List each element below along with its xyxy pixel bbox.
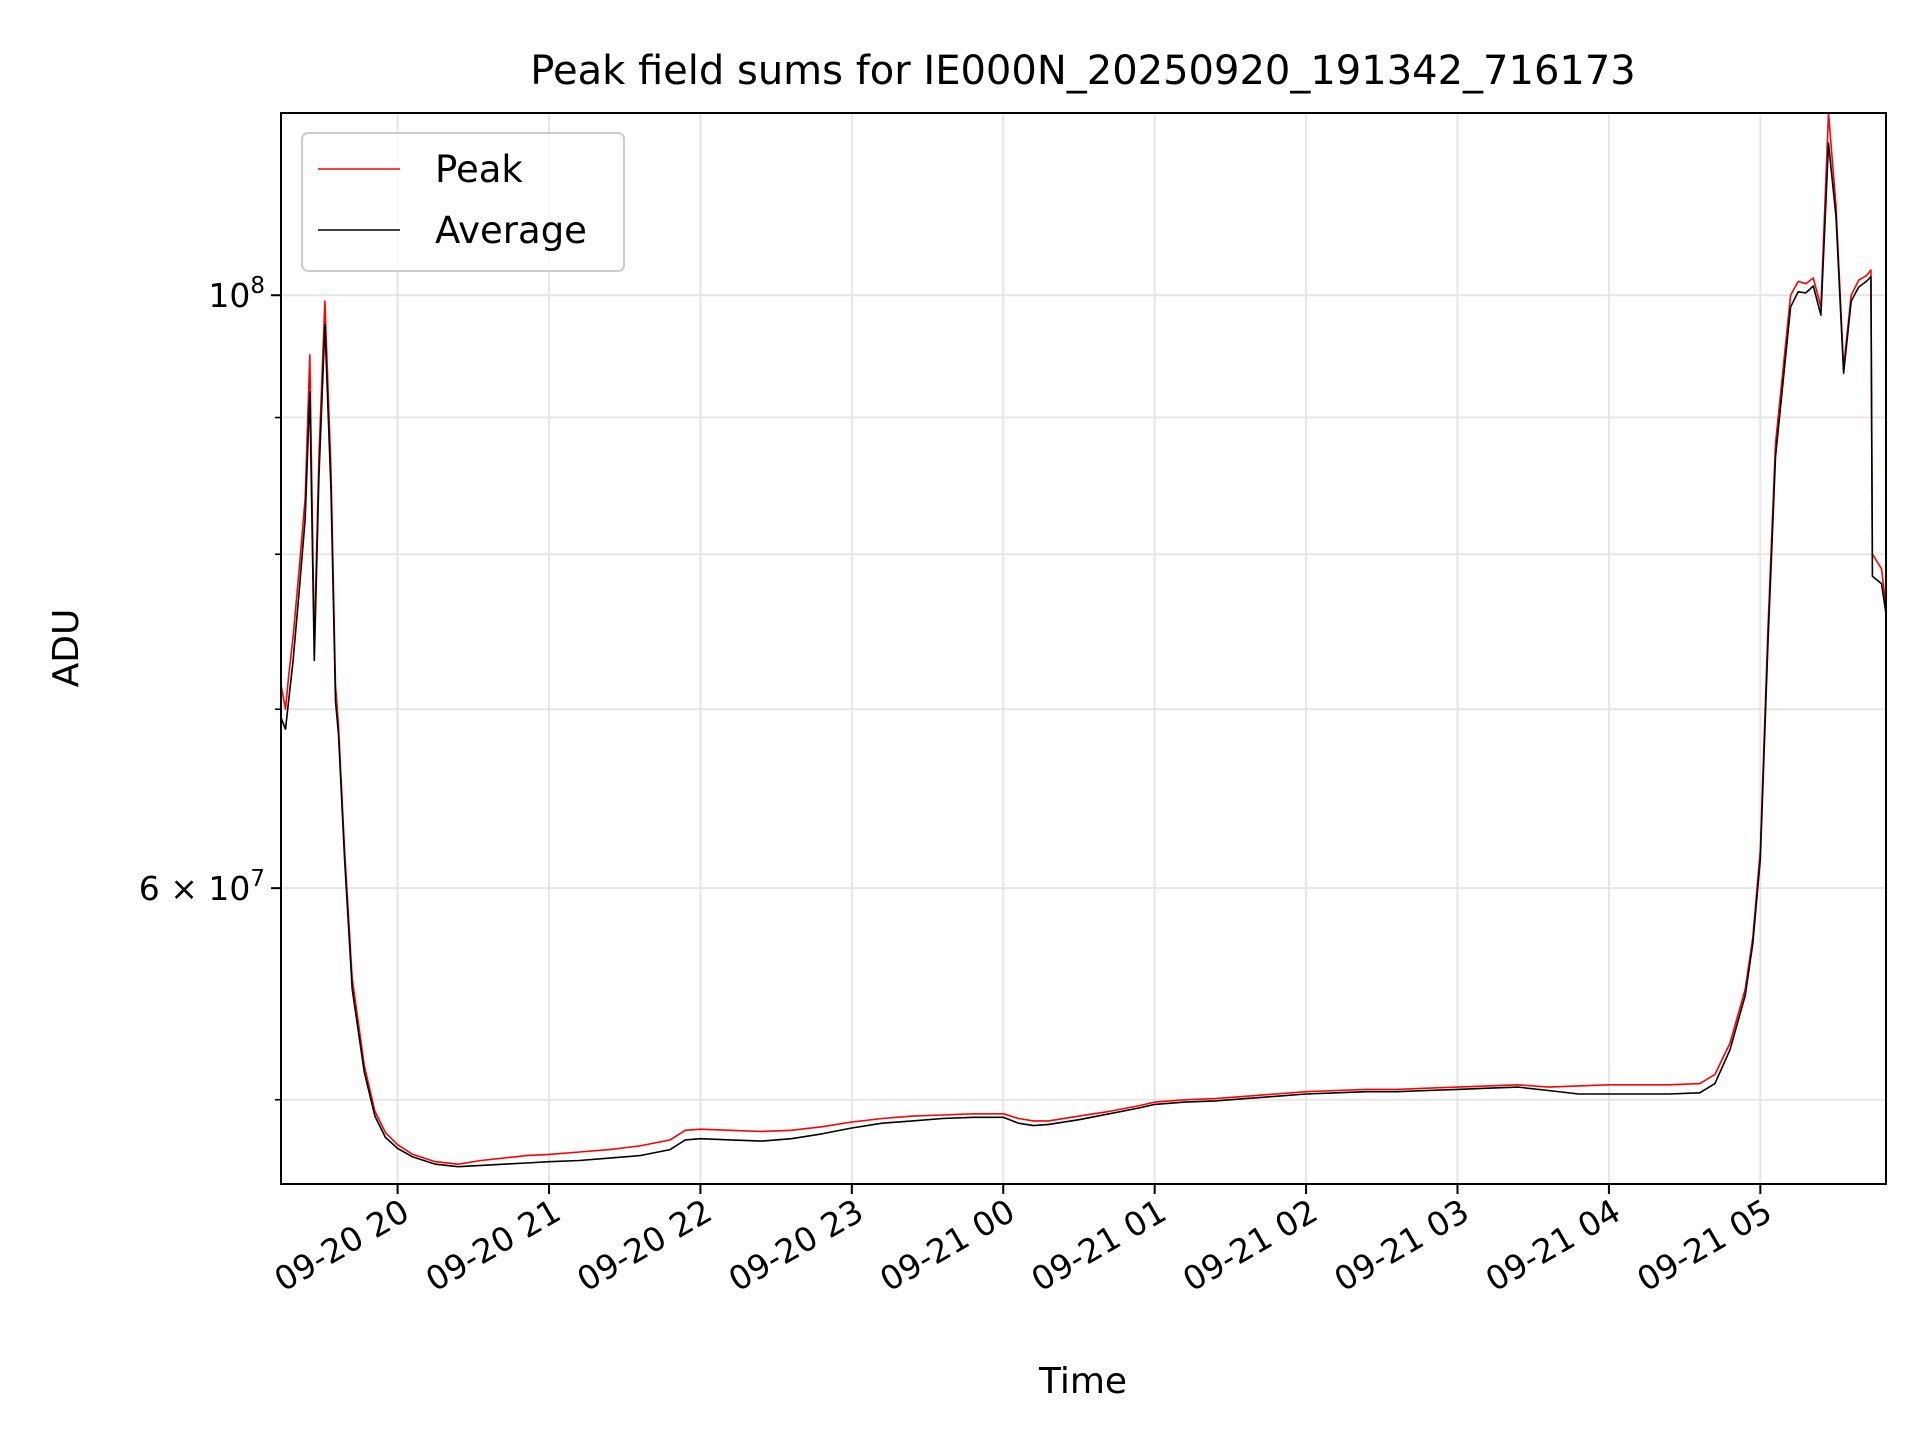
- series-line-average: [281, 142, 1886, 1168]
- grid: [281, 113, 1886, 1184]
- legend-box: [301, 132, 625, 272]
- plot-frame: [280, 112, 1887, 1185]
- series-line-peak: [281, 113, 1886, 1165]
- y-tick-label: 108: [208, 273, 265, 315]
- legend-label-average: Average: [435, 209, 587, 252]
- y-axis-label: ADU: [46, 609, 87, 688]
- y-axis: 6 × 107 108: [139, 273, 281, 1101]
- y-tick-label: 6 × 107: [139, 866, 265, 908]
- legend-label-peak: Peak: [435, 148, 523, 191]
- x-axis-label: Time: [1038, 1361, 1127, 1402]
- chart-title: Peak field sums for IE000N_20250920_1913…: [530, 48, 1635, 94]
- legend: Peak Average: [301, 132, 625, 272]
- series-group: [281, 113, 1886, 1168]
